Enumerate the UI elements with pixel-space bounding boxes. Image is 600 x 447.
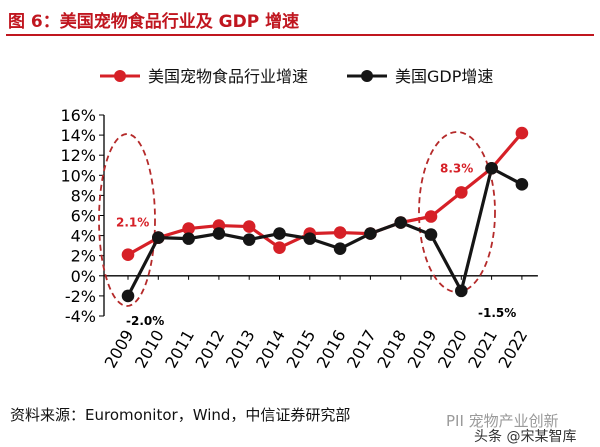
x-tick-label: 2011	[161, 327, 198, 372]
data-point-1-2016	[333, 242, 347, 255]
x-tick-label: 2021	[464, 326, 501, 371]
y-tick-label: 2%	[71, 247, 96, 266]
x-tick-label: 2010	[131, 327, 168, 372]
figure-title: 图 6：美国宠物食品行业及 GDP 增速	[8, 12, 300, 32]
data-point-0-2020	[455, 186, 468, 199]
x-tick-label: 2020	[434, 327, 471, 372]
y-tick-label: 0%	[71, 267, 96, 286]
y-tick-label: 16%	[60, 106, 96, 125]
watermark-text: PII 宠物产业创新	[446, 412, 559, 430]
data-point-0-2019	[424, 210, 438, 223]
line-chart: 美国宠物食品行业增速 美国GDP增速-4%-2%0%2%4%6%8%10%12%1…	[60, 67, 538, 372]
data-point-1-2009	[121, 289, 135, 303]
legend-marker-0	[114, 70, 126, 82]
x-tick-label: 2015	[282, 327, 319, 372]
y-tick-label: -4%	[65, 307, 96, 326]
y-tick-label: -2%	[65, 287, 96, 306]
y-tick-label: 8%	[71, 186, 96, 205]
x-tick-label: 2009	[101, 327, 138, 372]
y-tick-label: 14%	[60, 126, 96, 145]
annotation-label-0: 2.1%	[116, 216, 149, 230]
annotation-label-1: -2.0%	[126, 314, 164, 328]
highlight-ellipse-2009	[98, 133, 156, 307]
data-point-1-2019	[424, 228, 438, 241]
data-point-1-2020	[455, 284, 468, 298]
watermark-author: 头条 @宋某智库	[474, 429, 577, 445]
y-tick-label: 6%	[71, 207, 96, 226]
data-point-1-2010	[152, 231, 165, 244]
x-tick-label: 2013	[222, 327, 259, 372]
x-tick-label: 2018	[373, 327, 410, 372]
data-point-1-2014	[273, 227, 286, 240]
data-point-0-2016	[333, 226, 347, 239]
data-point-1-2012	[212, 227, 226, 240]
y-tick-label: 12%	[60, 146, 96, 165]
source-note: 资料来源：Euromonitor，Wind，中信证券研究部	[10, 406, 351, 424]
y-tick-label: 10%	[60, 166, 96, 185]
data-point-1-2011	[182, 232, 195, 245]
title-underline	[6, 34, 594, 36]
data-point-1-2017	[364, 227, 377, 240]
x-tick-label: 2014	[252, 327, 289, 372]
legend-marker-1	[361, 70, 373, 82]
data-point-1-2015	[303, 232, 317, 245]
annotation-label-3: -1.5%	[478, 306, 516, 320]
y-tick-label: 4%	[71, 227, 96, 246]
data-point-0-2022	[515, 126, 529, 140]
data-point-1-2021	[485, 161, 498, 175]
x-tick-label: 2019	[404, 327, 441, 372]
x-tick-label: 2016	[313, 327, 350, 372]
x-tick-label: 2022	[495, 327, 532, 372]
data-point-1-2013	[242, 233, 256, 246]
data-point-1-2018	[394, 216, 408, 229]
data-point-0-2009	[121, 248, 135, 261]
data-point-0-2011	[182, 222, 195, 235]
x-tick-label: 2012	[192, 327, 229, 372]
data-point-0-2013	[242, 220, 256, 233]
annotation-label-2: 8.3%	[440, 161, 473, 175]
data-point-1-2022	[515, 178, 529, 191]
data-point-0-2014	[273, 241, 286, 254]
legend-label-0: 美国宠物食品行业增速	[148, 67, 308, 86]
x-tick-label: 2017	[343, 327, 380, 372]
legend-label-1: 美国GDP增速	[395, 67, 493, 86]
